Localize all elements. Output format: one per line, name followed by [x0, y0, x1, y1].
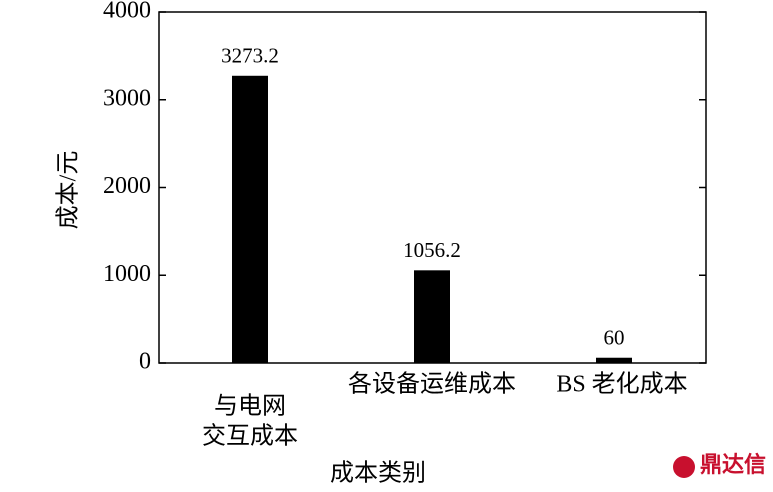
bar — [232, 75, 268, 363]
value-label: 1056.2 — [403, 238, 461, 262]
y-tick-label: 3000 — [103, 85, 151, 111]
watermark: 鼎达信 — [700, 452, 766, 477]
bar — [596, 357, 632, 363]
value-label: 3273.2 — [221, 44, 279, 68]
x-axis-label: 成本类别 — [330, 460, 426, 487]
y-tick-label: 4000 — [103, 0, 151, 24]
watermark-logo — [673, 456, 695, 478]
bar — [414, 270, 450, 363]
y-tick-label: 2000 — [103, 173, 151, 199]
y-tick-label: 1000 — [103, 261, 151, 287]
x-tick-label: BS 老化成本 — [556, 371, 687, 398]
value-label: 60 — [604, 326, 625, 350]
y-axis-label: 成本/元 — [55, 151, 82, 230]
y-tick-label: 0 — [139, 349, 151, 375]
x-tick-label: 交互成本 — [202, 423, 298, 450]
x-tick-label: 各设备运维成本 — [348, 371, 516, 398]
x-tick-label: 与电网 — [214, 393, 286, 420]
